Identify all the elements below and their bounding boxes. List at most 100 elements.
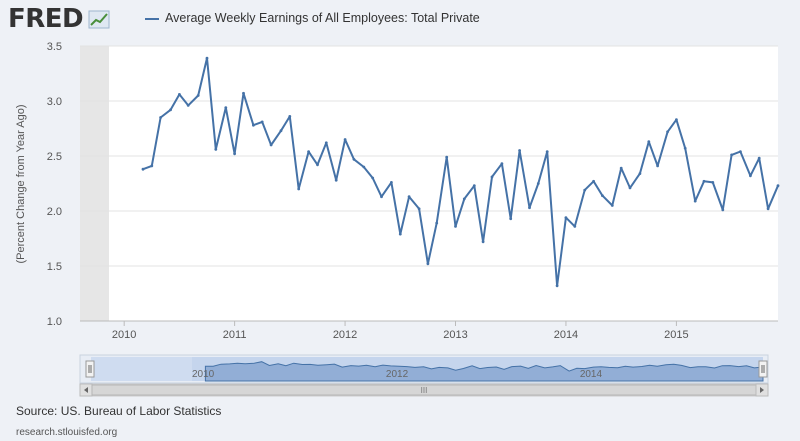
data-point[interactable] — [242, 91, 245, 95]
scrollbar[interactable]: III — [79, 383, 769, 397]
data-point[interactable] — [518, 149, 521, 152]
data-point[interactable] — [371, 176, 375, 180]
x-tick-label: 2013 — [443, 329, 467, 341]
data-point[interactable] — [564, 216, 568, 220]
data-point[interactable] — [509, 217, 513, 221]
chart-header: FRED Average Weekly Earnings of All Empl… — [0, 0, 800, 40]
data-point[interactable] — [417, 207, 421, 211]
data-point[interactable] — [214, 148, 218, 151]
navigator-tick-label: 2012 — [386, 369, 409, 380]
data-point[interactable] — [721, 208, 725, 212]
data-point[interactable] — [462, 197, 466, 201]
data-point[interactable] — [435, 221, 439, 225]
data-point[interactable] — [583, 188, 587, 192]
scrollbar-grip: III — [421, 386, 428, 395]
data-point[interactable] — [776, 184, 780, 188]
site-link[interactable]: research.stlouisfed.org — [16, 427, 118, 438]
data-point[interactable] — [334, 178, 338, 182]
data-point[interactable] — [169, 108, 173, 112]
data-points — [141, 56, 780, 288]
data-point[interactable] — [610, 204, 614, 207]
x-tick-label: 2011 — [223, 329, 247, 341]
data-point[interactable] — [683, 146, 687, 150]
data-point[interactable] — [656, 164, 659, 168]
data-point[interactable] — [260, 120, 264, 124]
navigator[interactable]: 2010 2012 2014 — [79, 354, 769, 384]
x-axis: 2010 2011 2012 2013 2014 2015 — [80, 320, 778, 341]
data-point[interactable] — [472, 184, 476, 188]
data-point[interactable] — [638, 172, 642, 176]
data-point[interactable] — [739, 150, 742, 154]
data-point[interactable] — [362, 165, 366, 169]
data-point[interactable] — [186, 104, 190, 107]
x-tick-label: 2010 — [112, 329, 136, 341]
data-point[interactable] — [178, 93, 181, 96]
data-point[interactable] — [490, 175, 494, 179]
data-point[interactable] — [224, 106, 228, 109]
data-point[interactable] — [343, 138, 347, 141]
data-point[interactable] — [150, 164, 154, 168]
data-point[interactable] — [619, 166, 623, 170]
data-point[interactable] — [141, 167, 145, 171]
data-point[interactable] — [269, 143, 273, 147]
data-point[interactable] — [279, 129, 283, 133]
data-point[interactable] — [666, 130, 669, 134]
data-point[interactable] — [252, 123, 255, 127]
fred-logo[interactable]: FRED — [8, 4, 84, 34]
data-point[interactable] — [352, 157, 356, 161]
navigator-tick-label: 2014 — [580, 369, 603, 380]
data-point[interactable] — [702, 179, 706, 183]
data-point[interactable] — [481, 240, 485, 244]
data-point[interactable] — [766, 207, 770, 211]
legend-label: Average Weekly Earnings of All Employees… — [165, 11, 480, 25]
data-point[interactable] — [316, 163, 319, 167]
x-tick-label: 2012 — [333, 329, 357, 341]
data-point[interactable] — [390, 181, 393, 184]
data-point[interactable] — [307, 150, 310, 154]
data-point[interactable] — [711, 181, 715, 184]
data-point[interactable] — [445, 155, 449, 159]
data-point[interactable] — [730, 153, 733, 157]
data-point[interactable] — [454, 225, 457, 228]
navigator-right-handle[interactable] — [758, 360, 768, 378]
data-point[interactable] — [749, 174, 752, 178]
y-axis-label: (Percent Change from Year Ago) — [15, 105, 27, 264]
y-tick-label: 3.0 — [47, 96, 62, 108]
data-point[interactable] — [426, 262, 430, 266]
data-point[interactable] — [324, 141, 328, 145]
y-tick-label: 1.5 — [47, 261, 62, 273]
data-point[interactable] — [297, 187, 301, 191]
data-point[interactable] — [757, 156, 761, 160]
data-point[interactable] — [288, 115, 292, 118]
data-point[interactable] — [693, 199, 697, 203]
y-tick-label: 3.5 — [47, 41, 62, 53]
data-point[interactable] — [159, 116, 163, 119]
data-point[interactable] — [407, 195, 411, 199]
data-point[interactable] — [233, 152, 237, 156]
data-point[interactable] — [555, 284, 559, 288]
x-tick-label: 2015 — [664, 329, 688, 341]
data-point[interactable] — [592, 179, 595, 183]
chevron-left-icon — [84, 387, 88, 393]
data-point[interactable] — [380, 195, 383, 199]
data-point[interactable] — [573, 225, 577, 228]
series-line[interactable] — [142, 57, 779, 287]
data-point[interactable] — [205, 56, 209, 60]
navigator-tick-label: 2010 — [192, 369, 215, 380]
data-point[interactable] — [528, 206, 531, 210]
x-tick-label: 2014 — [554, 329, 578, 341]
data-point[interactable] — [675, 118, 678, 122]
navigator-left-handle[interactable] — [85, 360, 95, 378]
data-point[interactable] — [628, 186, 632, 190]
data-point[interactable] — [500, 162, 504, 166]
navigator-series-area — [204, 361, 764, 382]
data-point[interactable] — [398, 232, 402, 236]
y-axis: 1.0 1.5 2.0 2.5 3.0 3.5 — [47, 41, 62, 328]
data-point[interactable] — [601, 194, 604, 198]
data-point[interactable] — [647, 140, 651, 144]
data-point[interactable] — [196, 94, 200, 97]
data-point[interactable] — [545, 150, 549, 154]
legend-item[interactable]: Average Weekly Earnings of All Employees… — [145, 10, 480, 26]
data-point[interactable] — [536, 182, 540, 185]
